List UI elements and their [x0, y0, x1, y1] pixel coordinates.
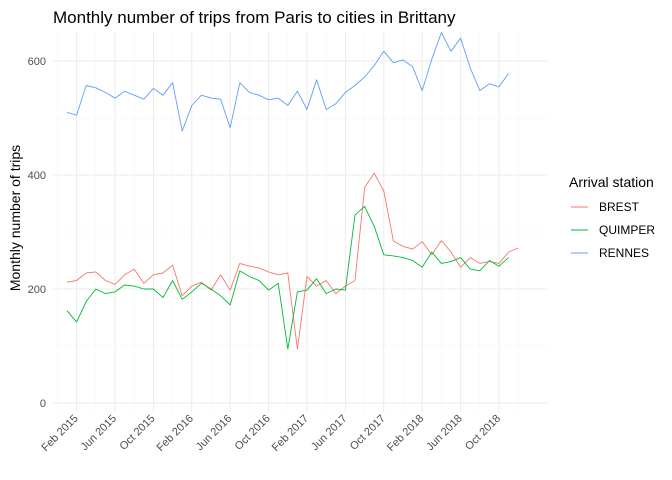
- x-tick-label: Oct 2018: [463, 413, 503, 453]
- series-line-brest: [66, 172, 519, 350]
- x-tick-label: Jun 2017: [309, 413, 349, 453]
- legend-title: Arrival station: [569, 174, 654, 190]
- x-tick-label: Oct 2016: [233, 413, 273, 453]
- series-line-quimper: [66, 205, 509, 350]
- y-axis-title: Monthly number of trips: [7, 145, 23, 291]
- y-tick-label: 600: [28, 56, 46, 68]
- x-tick-label: Jun 2015: [79, 413, 119, 453]
- series-line-rennes: [66, 32, 509, 132]
- series-lines: [66, 32, 519, 350]
- y-axis-ticks: 0 200 400 600: [28, 56, 46, 410]
- x-tick-label: Jun 2016: [194, 413, 234, 453]
- y-tick-label: 200: [28, 284, 46, 296]
- x-tick-label: Feb 2017: [270, 413, 311, 454]
- x-tick-label: Feb 2018: [385, 413, 426, 454]
- x-tick-label: Oct 2015: [117, 413, 157, 453]
- x-tick-label: Feb 2015: [39, 413, 80, 454]
- x-tick-label: Jun 2018: [424, 413, 464, 453]
- chart-title: Monthly number of trips from Paris to ci…: [53, 8, 456, 27]
- legend-label: RENNES: [599, 246, 649, 260]
- legend: Arrival station BREST QUIMPER RENNES: [569, 174, 655, 260]
- legend-label: QUIMPER: [599, 223, 655, 237]
- grid: [53, 32, 548, 412]
- x-tick-label: Oct 2017: [348, 413, 388, 453]
- legend-label: BREST: [599, 200, 640, 214]
- y-tick-label: 0: [40, 398, 46, 410]
- x-tick-label: Feb 2016: [155, 413, 196, 454]
- y-tick-label: 400: [28, 170, 46, 182]
